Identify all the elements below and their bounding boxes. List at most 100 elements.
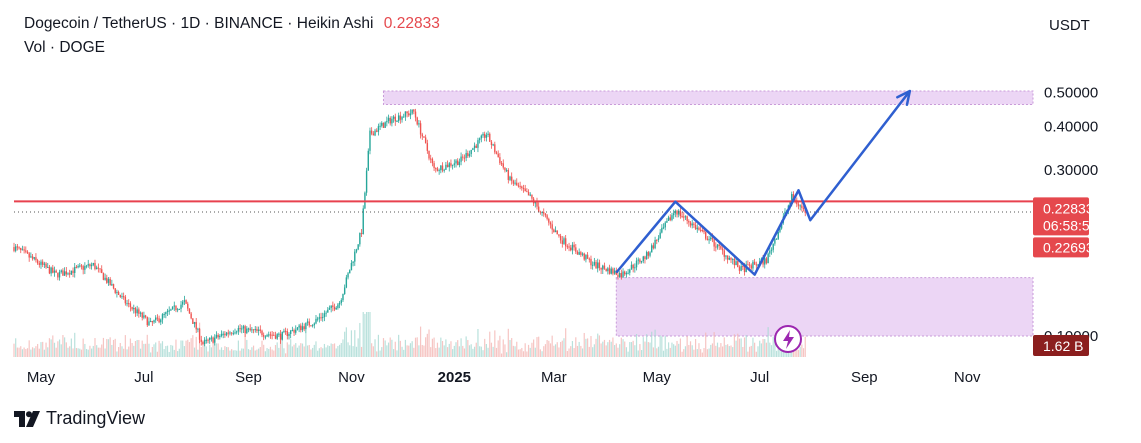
volume-bar	[295, 343, 297, 357]
volume-bar	[421, 344, 423, 357]
candle-body	[602, 265, 604, 270]
candle-body	[286, 331, 289, 336]
candle-body	[470, 149, 472, 154]
volume-bar	[79, 348, 81, 357]
volume-bar	[750, 345, 752, 357]
volume-bar	[87, 349, 89, 357]
volume-bar	[666, 348, 668, 357]
volume-bar	[489, 331, 491, 357]
volume-bar	[310, 349, 312, 357]
candle-body	[40, 261, 42, 265]
volume-bar	[239, 350, 241, 357]
candle-body	[672, 213, 675, 216]
x-axis: May Jul Sep Nov 2025 Mar May Jul Sep Nov	[27, 369, 981, 386]
candle-body	[561, 240, 564, 244]
volume-badge	[1033, 335, 1089, 356]
projection-path	[615, 90, 911, 276]
volume-bar	[293, 344, 295, 357]
volume-bar	[357, 338, 359, 357]
candle-body	[107, 278, 110, 283]
volume-bar	[344, 331, 346, 357]
candle-body	[310, 325, 312, 327]
volume-bar	[312, 347, 314, 357]
volume-bar	[637, 350, 639, 357]
volume-bar	[360, 346, 363, 357]
candle-body	[657, 238, 660, 240]
candle-body	[283, 330, 285, 332]
candle-body	[139, 312, 142, 314]
volume-bar	[419, 326, 422, 357]
volume-bar	[99, 347, 101, 357]
y-tick-label: 0.50000	[1044, 85, 1098, 102]
volume-bar	[394, 341, 396, 357]
volume-bar	[271, 349, 273, 357]
volume-bar	[409, 343, 412, 357]
volume-bar	[457, 340, 459, 357]
candle-body	[534, 201, 537, 204]
volume-bar	[794, 347, 796, 357]
candle-body	[143, 315, 145, 318]
candle-body	[585, 254, 587, 260]
volume-bar	[571, 341, 574, 357]
candle-body	[789, 201, 791, 206]
candle-body	[345, 277, 348, 288]
candle-body	[271, 334, 273, 336]
volume-bar	[560, 341, 562, 357]
volume-bar	[84, 343, 86, 357]
volume-bar	[237, 340, 239, 357]
candle-body	[220, 333, 223, 336]
volume-bar	[141, 340, 143, 357]
volume-bar	[313, 344, 315, 357]
candle-body	[370, 130, 373, 134]
volume-bar	[742, 346, 744, 357]
volume-bar	[698, 343, 700, 357]
candle-body	[406, 111, 408, 114]
candle-body	[455, 160, 457, 164]
volume-bar	[671, 342, 673, 357]
candle-body	[401, 116, 403, 120]
volume-bar	[494, 330, 496, 357]
candle-body	[80, 265, 83, 267]
volume-bar	[177, 351, 179, 357]
volume-bar	[438, 347, 440, 357]
volume-bar	[576, 345, 579, 357]
volume-bar	[480, 346, 482, 357]
volume-bar	[715, 345, 717, 357]
volume-bar	[197, 349, 199, 357]
candle-body	[553, 229, 555, 233]
volume-bar	[767, 327, 769, 357]
candle-body	[656, 239, 658, 241]
candle-body	[396, 121, 398, 123]
volume-bar	[165, 346, 167, 357]
volume-bar	[91, 348, 93, 357]
volume-bar	[350, 330, 353, 357]
candle-body	[563, 238, 565, 244]
volume-bar	[700, 349, 702, 357]
candle-body	[659, 232, 661, 239]
volume-bar	[619, 344, 621, 357]
volume-bar	[647, 342, 649, 357]
volume-bar	[102, 337, 105, 357]
volume-bar	[276, 342, 278, 357]
volume-bar	[595, 338, 597, 357]
flash-icon[interactable]	[774, 325, 802, 353]
candle-body	[224, 333, 226, 336]
candle-body	[624, 271, 626, 275]
tradingview-logo[interactable]: TradingView	[14, 408, 145, 429]
candle-body	[683, 216, 685, 218]
candle-body	[323, 313, 326, 318]
volume-bar	[65, 342, 67, 357]
candle-body	[264, 336, 267, 338]
candle-body	[301, 326, 304, 331]
volume-bar	[45, 342, 47, 357]
volume-bar	[517, 349, 520, 357]
volume-bar	[306, 345, 309, 357]
candle-body	[490, 141, 493, 146]
candle-body	[551, 224, 553, 230]
candle-body	[20, 247, 22, 250]
candle-body	[31, 256, 34, 259]
candle-body	[156, 317, 159, 319]
volume-bar	[600, 343, 602, 357]
volume-bar	[227, 347, 229, 357]
